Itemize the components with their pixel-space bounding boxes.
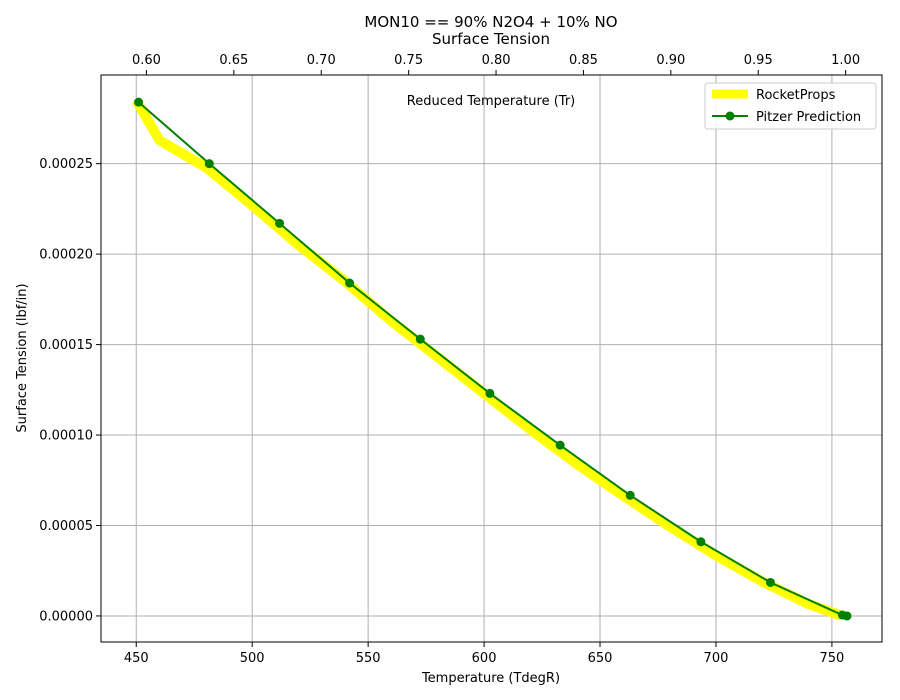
- x-axis-label: Temperature (TdegR): [421, 671, 560, 686]
- x2-tick-label: 0.60: [132, 53, 161, 68]
- x-tick-label: 750: [819, 651, 844, 666]
- pitzer-prediction-point: [765, 577, 775, 587]
- chart-title: MON10 == 90% N2O4 + 10% NO: [364, 13, 617, 31]
- pitzer-prediction-point: [696, 537, 706, 547]
- pitzer-prediction-line: [137, 101, 848, 617]
- x2-tick-label: 0.95: [744, 53, 773, 68]
- chart-subtitle: Surface Tension: [432, 30, 550, 48]
- x-tick-label: 600: [472, 651, 497, 666]
- pitzer-prediction-point: [625, 490, 635, 500]
- legend-pitzer-marker: [725, 111, 735, 121]
- y-tick-label: 0.00000: [39, 609, 93, 624]
- x2-tick-label: 0.80: [482, 53, 511, 68]
- x-tick-label: 650: [588, 651, 613, 666]
- legend-pitzer-label: Pitzer Prediction: [756, 110, 861, 125]
- y-tick-label: 0.00020: [39, 248, 93, 263]
- x2-tick-label: 0.70: [307, 53, 336, 68]
- x-tick-label: 700: [704, 651, 729, 666]
- legend-rocketprops-label: RocketProps: [756, 88, 836, 103]
- pitzer-prediction-point: [842, 611, 852, 621]
- series-layer: [131, 97, 852, 621]
- pitzer-prediction-point: [345, 278, 355, 288]
- x2-tick-label: 0.65: [219, 53, 248, 68]
- x-tick-label: 450: [124, 651, 149, 666]
- pitzer-prediction-point: [415, 334, 425, 344]
- plot-frame: [100, 74, 883, 643]
- x2-tick-label: 0.85: [569, 53, 598, 68]
- x2-tick-label: 1.00: [831, 53, 860, 68]
- y-tick-label: 0.00025: [39, 157, 93, 172]
- y-tick-label: 0.00010: [39, 429, 93, 444]
- pitzer-prediction-point: [275, 218, 285, 228]
- x2-tick-label: 0.90: [656, 53, 685, 68]
- pitzer-prediction-point: [485, 388, 495, 398]
- x-tick-label: 500: [240, 651, 265, 666]
- secondary-x-axis-label: Reduced Temperature (Tr): [407, 94, 575, 109]
- pitzer-prediction-point: [555, 440, 565, 450]
- axes: 450 500 550 600 650 700 750 0.00000 0.00005 0.000…: [39, 53, 860, 666]
- x-tick-label: 550: [356, 651, 381, 666]
- x2-tick-label: 0.75: [394, 53, 423, 68]
- y-tick-label: 0.00015: [39, 338, 93, 353]
- y-axis-label: Surface Tension (lbf/in): [15, 283, 30, 432]
- pitzer-prediction-point: [204, 159, 214, 169]
- y-tick-label: 0.00005: [39, 519, 93, 534]
- legend: RocketProps Pitzer Prediction: [704, 82, 877, 130]
- grid: [101, 75, 882, 642]
- pitzer-prediction-point: [134, 97, 144, 107]
